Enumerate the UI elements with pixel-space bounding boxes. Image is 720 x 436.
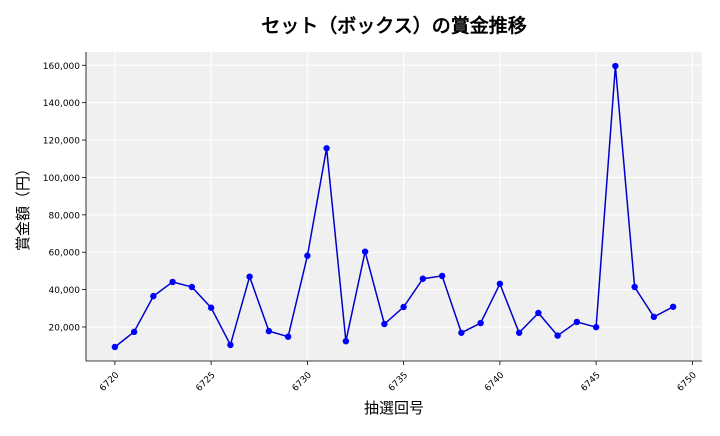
y-tick-label: 60,000 bbox=[49, 249, 81, 259]
x-tick-label: 6725 bbox=[194, 371, 217, 394]
plot-area bbox=[86, 52, 702, 361]
data-point bbox=[458, 329, 465, 336]
data-point bbox=[400, 303, 407, 311]
data-point bbox=[265, 327, 273, 335]
data-point bbox=[650, 313, 658, 321]
x-tick-label: 6720 bbox=[98, 370, 121, 393]
grid-lines bbox=[86, 52, 702, 361]
data-point bbox=[284, 333, 292, 340]
data-point bbox=[573, 318, 581, 326]
y-tick-label: 100,000 bbox=[43, 174, 80, 184]
data-point bbox=[592, 323, 600, 331]
data-point bbox=[381, 320, 388, 328]
y-tick-label: 160,000 bbox=[43, 62, 80, 72]
data-point bbox=[111, 343, 119, 351]
data-point bbox=[150, 292, 157, 300]
chart-title: セット（ボックス）の賞金推移 bbox=[261, 14, 526, 37]
y-tick-label: 40,000 bbox=[49, 286, 81, 296]
data-point bbox=[612, 62, 619, 70]
x-axis-label: 抽選回号 bbox=[364, 399, 424, 417]
y-tick-label: 80,000 bbox=[49, 211, 81, 221]
x-tick-label: 6745 bbox=[579, 371, 602, 394]
data-point bbox=[169, 278, 176, 286]
data-point bbox=[361, 248, 369, 255]
data-point bbox=[419, 275, 427, 282]
data-point bbox=[477, 319, 484, 327]
data-point bbox=[669, 303, 677, 310]
data-point bbox=[496, 280, 504, 287]
data-point bbox=[323, 145, 330, 152]
x-tick-label: 6740 bbox=[483, 370, 506, 393]
y-tick-label: 20,000 bbox=[49, 323, 81, 333]
series-layer bbox=[111, 62, 677, 351]
series-line bbox=[114, 65, 674, 348]
data-point bbox=[515, 329, 523, 336]
x-tick-label: 6735 bbox=[387, 371, 410, 394]
data-point bbox=[342, 337, 350, 345]
y-tick-label: 140,000 bbox=[43, 99, 80, 109]
data-point bbox=[207, 304, 215, 311]
y-tick-label: 120,000 bbox=[43, 137, 80, 147]
data-point bbox=[130, 328, 138, 336]
data-point bbox=[631, 283, 638, 291]
data-point bbox=[246, 273, 253, 280]
data-point bbox=[438, 272, 446, 280]
data-point bbox=[535, 309, 542, 317]
data-point bbox=[304, 252, 311, 259]
data-point bbox=[188, 283, 196, 291]
data-point bbox=[554, 332, 561, 339]
y-axis-label: 賞金額（円） bbox=[14, 161, 32, 251]
data-point bbox=[227, 341, 234, 349]
x-tick-label: 6750 bbox=[676, 370, 699, 393]
x-tick-label: 6730 bbox=[291, 370, 314, 393]
